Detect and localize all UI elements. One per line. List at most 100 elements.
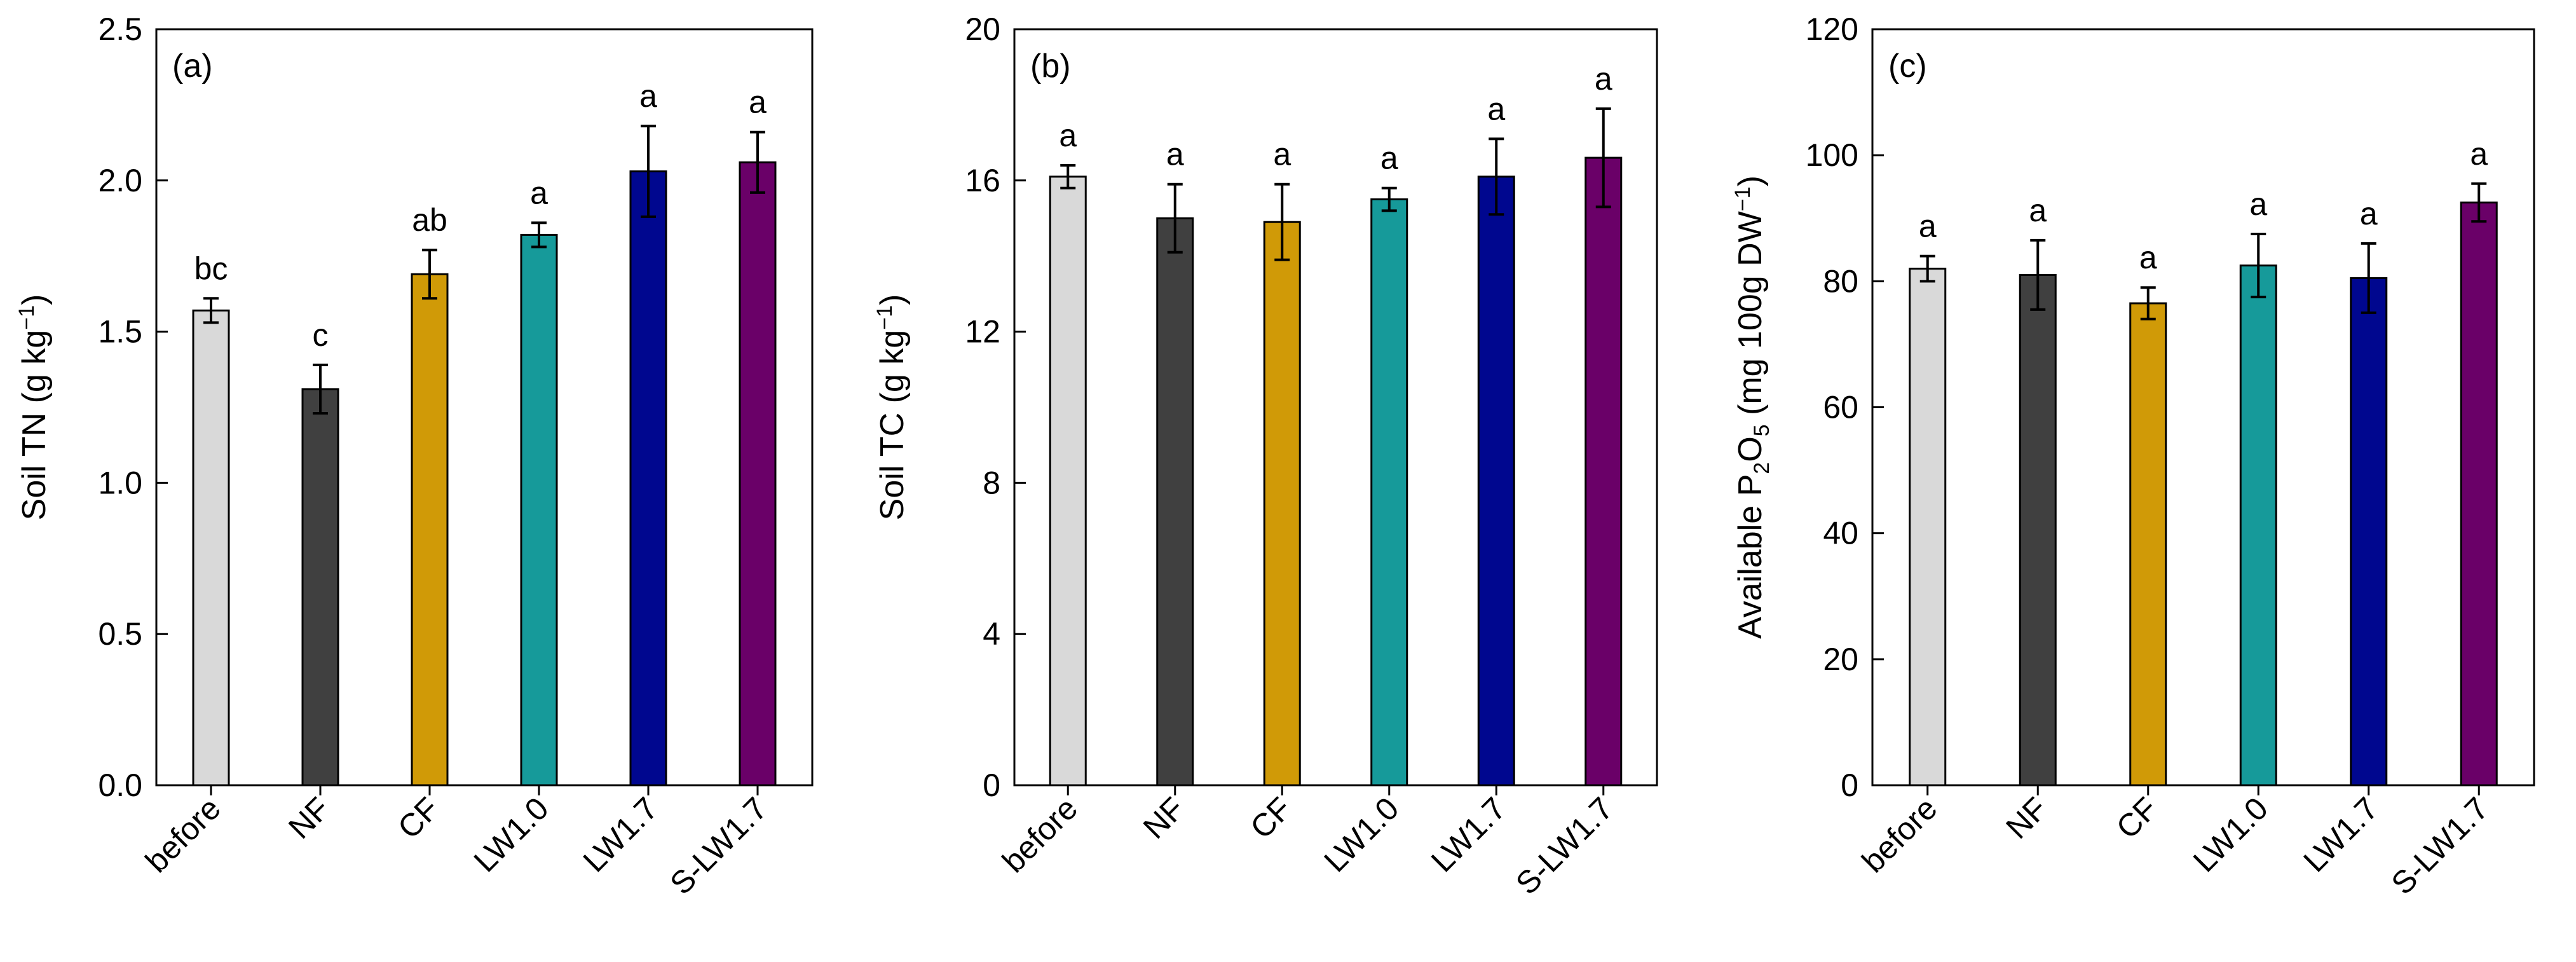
error-bar	[2361, 242, 2376, 314]
y-tick-label: 2.0	[98, 163, 142, 198]
bar-before	[1909, 268, 1947, 787]
bar-before	[1049, 175, 1087, 787]
y-tick-label: 12	[965, 314, 1000, 350]
error-bar	[750, 130, 765, 194]
significance-letter: a	[1919, 209, 1937, 244]
category-label: S-LW1.7	[1509, 790, 1620, 902]
bar-lw1.7	[1477, 175, 1515, 787]
category-label: LW1.7	[1424, 790, 1513, 879]
category-label: S-LW1.7	[2385, 790, 2496, 902]
significance-letter: a	[2249, 186, 2267, 222]
y-tick-label: 0	[1841, 767, 1858, 803]
category-label: before	[139, 790, 228, 879]
y-tick-label: 120	[1806, 11, 1858, 47]
bar-nf	[2019, 273, 2057, 787]
bar-s-lw1.7	[1584, 156, 1623, 787]
y-axis-label: Soil TC (g kg−1)	[873, 294, 911, 521]
significance-letter: a	[2470, 136, 2488, 172]
y-tick-label: 20	[1823, 642, 1858, 677]
significance-letter: a	[1059, 118, 1077, 153]
category-label: CF	[2109, 790, 2165, 846]
category-label: LW1.0	[467, 790, 555, 879]
error-bar	[2030, 238, 2046, 311]
error-bar	[203, 297, 219, 324]
error-bar	[1489, 137, 1504, 216]
significance-letter: bc	[194, 251, 228, 286]
bar-lw1.0	[520, 233, 558, 787]
panel-label: (b)	[1030, 48, 1071, 85]
error-bar	[1595, 107, 1611, 209]
significance-letter: a	[1595, 61, 1612, 97]
y-tick-label: 0	[983, 767, 1000, 803]
y-tick-label: 1.5	[98, 314, 142, 350]
category-label: NF	[282, 790, 337, 846]
panel-label: (c)	[1888, 48, 1927, 85]
error-bar	[2140, 286, 2156, 320]
significance-letter: a	[2360, 196, 2378, 231]
y-tick-label: 60	[1823, 390, 1858, 425]
error-bar	[2251, 233, 2266, 299]
category-label: LW1.7	[576, 790, 665, 879]
y-tick-label: 4	[983, 616, 1000, 652]
bar-lw1.7	[629, 170, 667, 787]
panel-label: (a)	[172, 48, 213, 85]
y-tick-label: 80	[1823, 263, 1858, 299]
error-bar	[531, 221, 547, 249]
y-tick-label: 0.5	[98, 616, 142, 652]
significance-letter: a	[1273, 137, 1291, 172]
significance-letter: a	[1380, 141, 1398, 176]
bar-nf	[301, 388, 339, 787]
significance-letter: a	[639, 78, 657, 114]
bar-s-lw1.7	[2460, 201, 2498, 787]
chart-panel-3: 0 20 40 60 80 100 120 a before a NF a CF a LW1.0 a LW1.7…	[1731, 11, 2535, 902]
significance-letter: a	[1487, 91, 1505, 127]
category-label: CF	[391, 790, 446, 846]
plot-frame	[1871, 28, 2535, 787]
significance-letter: a	[749, 85, 767, 120]
y-tick-label: 100	[1806, 137, 1858, 173]
y-tick-label: 1.0	[98, 465, 142, 500]
y-axis-label: Available P2O5 (mg 100g DW−1)	[1731, 175, 1774, 639]
error-bar	[1060, 164, 1076, 189]
error-bar	[1919, 254, 1935, 283]
category-label: LW1.0	[1317, 790, 1405, 879]
category-label: before	[1855, 790, 1944, 879]
error-bar	[313, 363, 328, 415]
y-tick-label: 0.0	[98, 767, 142, 803]
error-bar	[422, 249, 437, 300]
error-bar	[2471, 182, 2487, 223]
bar-cf	[2129, 302, 2167, 787]
y-tick-label: 2.5	[98, 11, 142, 47]
y-tick-label: 40	[1823, 516, 1858, 551]
significance-letter: a	[2029, 193, 2047, 228]
category-label: CF	[1243, 790, 1298, 846]
category-label: NF	[1136, 790, 1192, 846]
significance-letter: a	[2139, 240, 2157, 275]
category-label: S-LW1.7	[663, 790, 774, 902]
significance-letter: a	[530, 175, 548, 210]
bar-cf	[411, 273, 449, 787]
bar-lw1.0	[1370, 198, 1408, 787]
category-label: NF	[1999, 790, 2054, 846]
plot-frame	[155, 28, 814, 787]
error-bar	[641, 125, 656, 218]
bar-lw1.0	[2239, 265, 2277, 787]
y-tick-label: 16	[965, 163, 1000, 198]
category-label: LW1.0	[2186, 790, 2275, 879]
chart-panel-2: 0 4 8 12 16 20 a before a NF a CF a LW1.0 a LW1.7 a S-LW1…	[873, 11, 1658, 902]
significance-letter: ab	[412, 202, 447, 238]
y-axis-label: Soil TN (g kg−1)	[15, 294, 53, 521]
chart-panel-1: 0.0 0.5 1.0 1.5 2.0 2.5 bc before c NF ab CF a LW1.0 a…	[15, 11, 814, 902]
error-bar	[1274, 182, 1290, 261]
significance-letter: c	[313, 317, 329, 353]
error-bar	[1167, 182, 1183, 254]
y-tick-label: 8	[983, 465, 1000, 500]
bar-before	[192, 309, 230, 787]
category-label: LW1.7	[2296, 790, 2385, 879]
error-bar	[1381, 186, 1397, 212]
plot-frame	[1013, 28, 1658, 787]
bar-lw1.7	[2350, 277, 2388, 787]
significance-letter: a	[1166, 137, 1184, 172]
y-tick-label: 20	[965, 11, 1000, 47]
